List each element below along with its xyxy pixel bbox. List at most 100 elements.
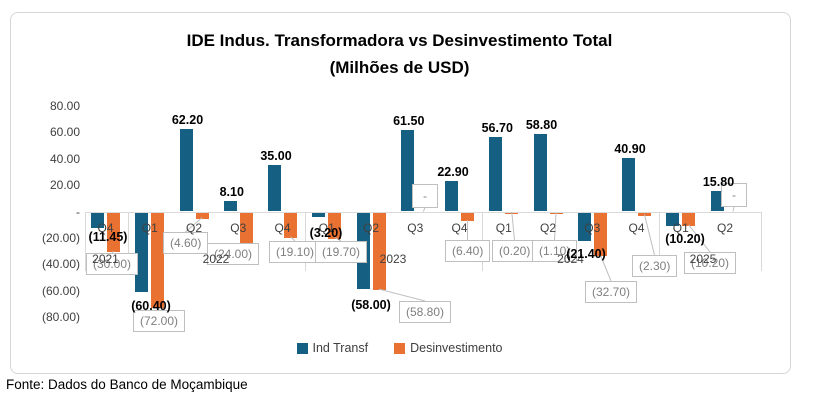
bar-ind-transf [400, 130, 414, 212]
y-axis-tick-label: - [76, 204, 80, 219]
bar-desinvestimento [461, 212, 474, 221]
quarter-label: Q1 [318, 221, 335, 235]
bar-ind-transf [622, 157, 635, 212]
leader-line [599, 254, 612, 282]
quarter-label: Q3 [230, 221, 247, 235]
bar-desinvestimento [151, 212, 165, 308]
legend-label-ind-transf: Ind Transf [312, 341, 369, 355]
callout-label-desinvestimento: (10.20) [684, 252, 737, 274]
leader-line [111, 250, 114, 254]
quarter-label: Q1 [672, 221, 689, 235]
callout-label-desinvestimento: (72.00) [133, 310, 186, 332]
leader-line [185, 217, 203, 233]
year-label: 2021 [92, 252, 119, 266]
bar-ind-transf [135, 212, 149, 293]
callout-label-desinvestimento: (0.20) [492, 240, 538, 262]
leader-line [157, 306, 160, 311]
quarter-label: Q2 [185, 221, 203, 235]
source-note: Fonte: Dados do Banco de Moçambique [6, 377, 248, 392]
data-label-ind-transf: (11.45) [88, 230, 128, 244]
year-separator-line [85, 211, 86, 271]
year-label: 2024 [557, 252, 584, 266]
legend-swatch-ind-transf [296, 342, 308, 354]
quarter-label: Q1 [495, 221, 512, 235]
callout-label-desinvestimento: (30.00) [86, 253, 139, 275]
leader-line [554, 212, 557, 241]
bar-desinvestimento [372, 212, 386, 291]
y-axis-tick-label: 80.00 [49, 98, 80, 113]
leader-line [644, 214, 655, 256]
y-axis-tick-label: 40.00 [49, 151, 80, 166]
callout-label-desinvestimento: (4.60) [163, 232, 209, 254]
bar-desinvestimento [682, 212, 696, 226]
bar-ind-transf [577, 212, 591, 241]
data-label-ind-transf: 58.80 [525, 117, 558, 132]
chart-title: IDE Indus. Transformadora vs Desinvestim… [10, 27, 789, 81]
bar-ind-transf [489, 136, 503, 212]
bar-ind-transf [312, 212, 326, 217]
data-label-ind-transf: 22.90 [437, 165, 469, 180]
data-label-ind-transf: 40.90 [614, 141, 646, 156]
year-separator-line [658, 211, 660, 271]
data-label-ind-transf: (10.20) [665, 232, 705, 246]
quarter-label: Q4 [97, 221, 114, 235]
bar-desinvestimento [593, 212, 607, 256]
data-label-ind-transf: (21.40) [566, 247, 606, 261]
quarter-label: Q1 [141, 221, 158, 235]
bar-ind-transf [223, 200, 237, 212]
year-label: 2023 [379, 252, 407, 266]
legend-swatch-desinvestimento [394, 342, 406, 354]
quarter-label: Q3 [407, 221, 424, 235]
y-axis-tick-label: 20.00 [49, 178, 80, 193]
data-label-ind-transf: (60.40) [131, 299, 171, 313]
data-label-ind-transf: 35.00 [260, 149, 292, 164]
year-separator-line [761, 211, 762, 271]
bar-desinvestimento [107, 212, 120, 253]
callout-label-desinvestimento: (58.80) [399, 301, 452, 323]
leader-line [732, 206, 735, 212]
callout-label-desinvestimento: (32.70) [585, 281, 638, 303]
data-label-ind-transf: 62.20 [171, 113, 204, 128]
quarter-label: Q3 [584, 221, 601, 235]
y-axis-tick-label: (60.00) [41, 283, 80, 298]
callout-label-desinvestimento: (19.70) [315, 241, 368, 263]
legend-item-desinvestimento: Desinvestimento [394, 341, 503, 355]
y-axis-tick-label: (80.00) [41, 310, 80, 325]
y-axis-tick-label: (40.00) [41, 257, 80, 272]
year-label: 2025 [689, 252, 717, 266]
quarter-label: Q2 [362, 221, 380, 235]
quarter-label: Q2 [539, 221, 557, 235]
leader-line [688, 224, 711, 253]
quarter-label: Q4 [628, 221, 645, 235]
bar-desinvestimento [195, 212, 209, 219]
leader-line [334, 237, 342, 242]
y-axis-tick-label: 60.00 [49, 125, 80, 140]
leader-line [511, 211, 515, 241]
data-label-ind-transf: (3.20) [309, 226, 343, 240]
bar-ind-transf [445, 181, 458, 212]
callout-label-desinvestimento: (1.10) [532, 240, 578, 262]
quarter-label: Q4 [451, 221, 468, 235]
callout-label-desinvestimento: (24.00) [207, 243, 260, 265]
bar-ind-transf [179, 129, 193, 212]
data-label-ind-transf: (58.00) [351, 298, 391, 312]
callout-label-desinvestimento: - [412, 184, 438, 208]
callout-label-desinvestimento: (19.10) [269, 241, 322, 263]
callout-label-desinvestimento: (2.30) [632, 255, 678, 277]
legend-item-ind-transf: Ind Transf [296, 341, 369, 355]
data-label-ind-transf: 61.50 [393, 114, 425, 129]
bar-ind-transf [710, 190, 724, 212]
bar-desinvestimento [284, 212, 297, 238]
leader-line [422, 207, 426, 212]
chart-legend: Ind Transf Desinvestimento [10, 341, 789, 355]
bar-desinvestimento [328, 212, 342, 239]
leader-line [378, 288, 426, 302]
quarter-label: Q2 [716, 221, 734, 235]
legend-label-desinvestimento: Desinvestimento [410, 341, 503, 355]
data-label-ind-transf: 56.70 [481, 120, 513, 135]
quarter-label: Q4 [274, 221, 291, 235]
data-label-ind-transf: 15.80 [702, 174, 735, 189]
year-separator-line [127, 211, 129, 271]
bar-ind-transf [91, 212, 104, 228]
